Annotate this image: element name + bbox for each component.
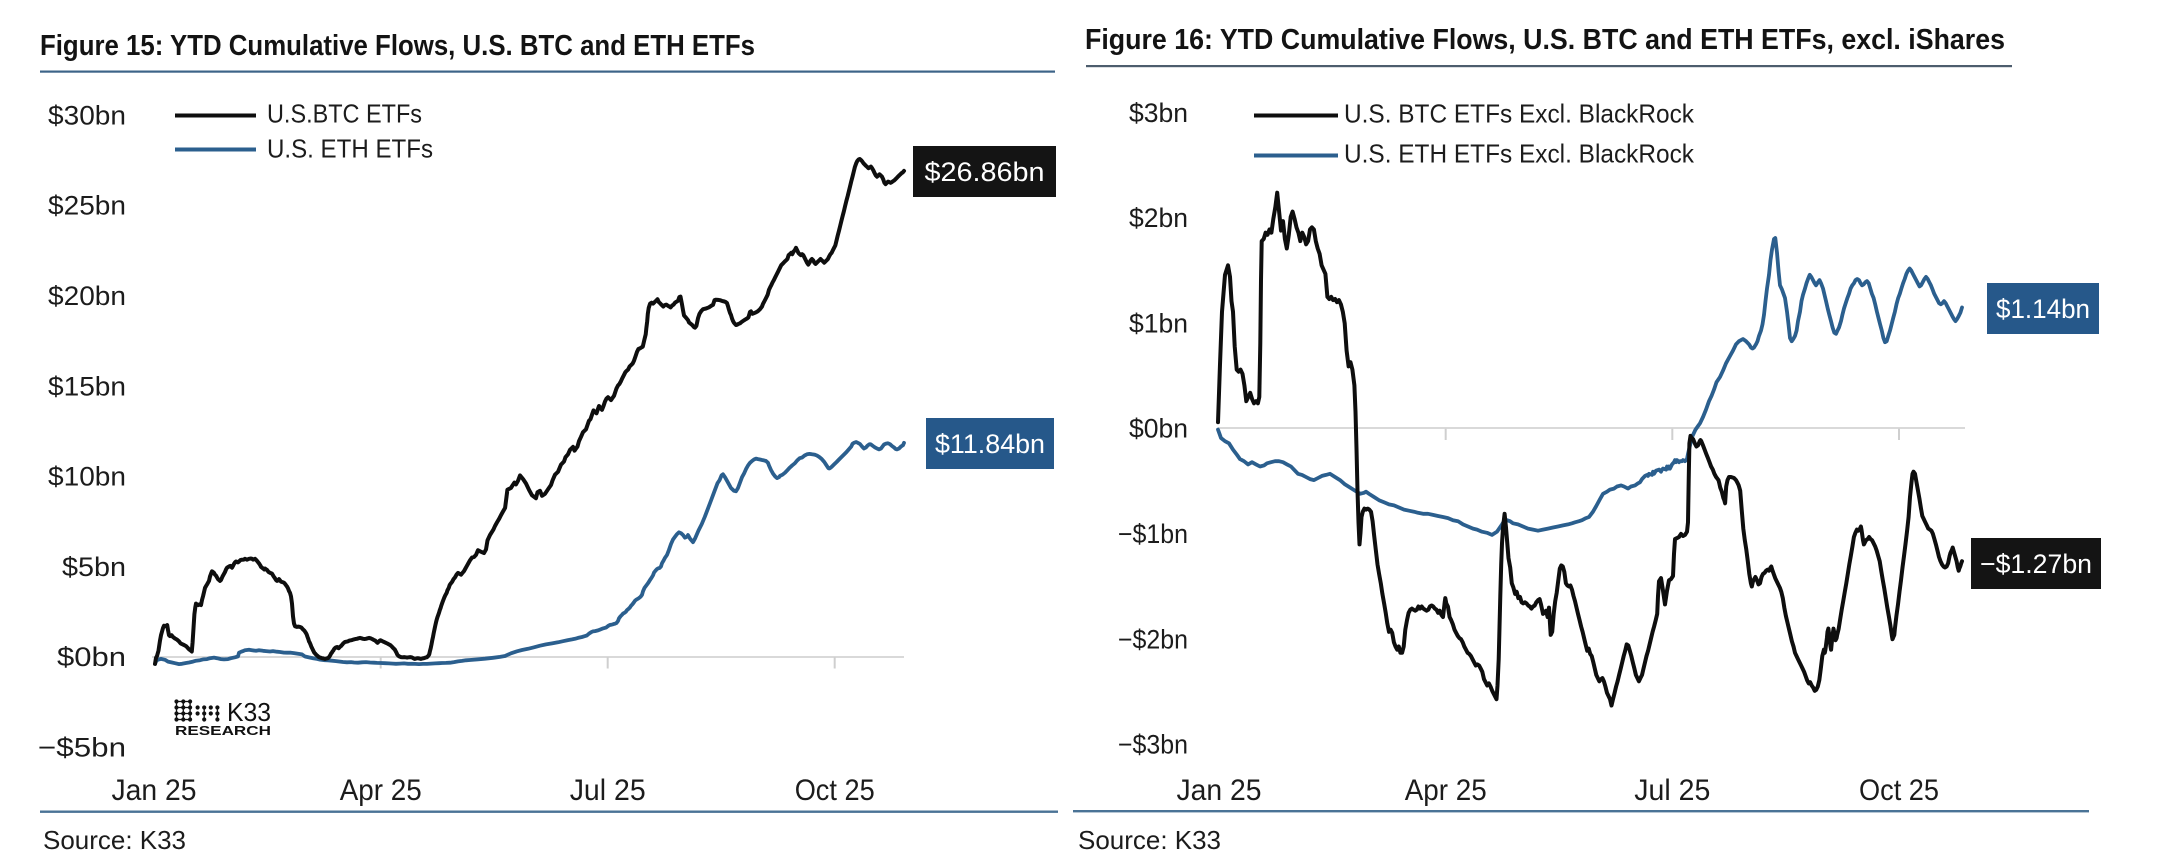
svg-text:U.S.BTC ETFs: U.S.BTC ETFs — [267, 99, 422, 129]
svg-text:$10bn: $10bn — [48, 462, 126, 492]
svg-text:Oct 25: Oct 25 — [1859, 774, 1939, 807]
svg-text:$25bn: $25bn — [48, 191, 126, 221]
svg-text:Jan 25: Jan 25 — [112, 774, 197, 807]
svg-text:U.S. ETH ETFs: U.S. ETH ETFs — [267, 134, 433, 164]
svg-text:$2bn: $2bn — [1129, 203, 1188, 233]
svg-text:Jan 25: Jan 25 — [1177, 774, 1262, 807]
svg-text:$1.14bn: $1.14bn — [1996, 294, 2090, 324]
svg-text:K33: K33 — [227, 697, 271, 727]
svg-text:−$1.27bn: −$1.27bn — [1980, 549, 2092, 579]
svg-text:U.S. ETH ETFs Excl. BlackRock: U.S. ETH ETFs Excl. BlackRock — [1344, 139, 1695, 169]
svg-text:$0bn: $0bn — [1129, 414, 1188, 444]
svg-text:Apr 25: Apr 25 — [340, 774, 422, 807]
svg-text:−$1bn: −$1bn — [1118, 519, 1188, 549]
svg-text:Oct 25: Oct 25 — [795, 774, 875, 807]
svg-text:$3bn: $3bn — [1129, 98, 1188, 128]
svg-text:−$5bn: −$5bn — [38, 733, 126, 763]
svg-text:Jul 25: Jul 25 — [570, 774, 646, 807]
svg-text:$0bn: $0bn — [57, 642, 126, 672]
svg-text:U.S. BTC ETFs Excl. BlackRock: U.S. BTC ETFs Excl. BlackRock — [1344, 99, 1695, 129]
svg-text:Figure 16: YTD Cumulative Flow: Figure 16: YTD Cumulative Flows, U.S. BT… — [1085, 24, 2005, 56]
svg-text:Source: K33: Source: K33 — [43, 825, 186, 855]
svg-text:$1bn: $1bn — [1129, 308, 1188, 338]
svg-text:$30bn: $30bn — [48, 100, 126, 130]
svg-text:Figure 15: YTD Cumulative Flow: Figure 15: YTD Cumulative Flows, U.S. BT… — [40, 30, 755, 62]
svg-text:Apr 25: Apr 25 — [1405, 774, 1487, 807]
svg-text:$20bn: $20bn — [48, 281, 126, 311]
svg-text:Jul 25: Jul 25 — [1634, 774, 1710, 807]
svg-text:$26.86bn: $26.86bn — [925, 157, 1045, 187]
svg-text:$15bn: $15bn — [48, 371, 126, 401]
svg-text:Source: K33: Source: K33 — [1078, 825, 1221, 855]
svg-text:$11.84bn: $11.84bn — [935, 429, 1045, 459]
svg-text:−$2bn: −$2bn — [1118, 624, 1188, 654]
svg-text:RESEARCH: RESEARCH — [175, 724, 271, 738]
svg-text:−$3bn: −$3bn — [1118, 730, 1188, 760]
svg-text:$5bn: $5bn — [62, 552, 126, 582]
